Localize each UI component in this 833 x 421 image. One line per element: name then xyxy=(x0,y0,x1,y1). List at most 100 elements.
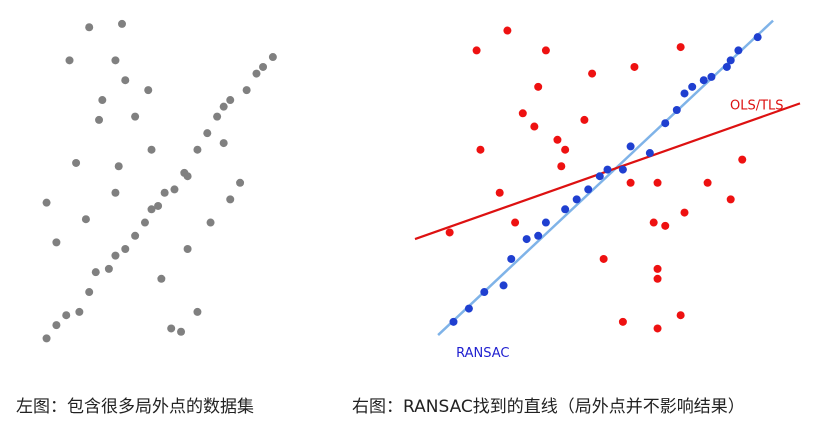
data-point xyxy=(726,195,735,204)
data-point xyxy=(499,281,508,290)
data-point xyxy=(676,43,685,52)
data-point xyxy=(52,321,61,330)
right-caption: 右图：RANSAC找到的直线（局外点并不影响结果） xyxy=(352,397,745,417)
data-point xyxy=(518,109,527,118)
data-point xyxy=(630,62,639,71)
data-point xyxy=(226,96,235,105)
data-point xyxy=(476,145,485,154)
data-point xyxy=(183,172,192,181)
data-point xyxy=(522,235,531,244)
data-point xyxy=(618,165,627,174)
data-point xyxy=(72,158,81,167)
data-point xyxy=(541,46,550,55)
data-point xyxy=(131,231,140,240)
data-point xyxy=(599,254,608,263)
data-point xyxy=(661,221,670,230)
right-scatter-panel: RANSAC OLS/TLS xyxy=(414,19,801,361)
data-point xyxy=(480,288,489,297)
data-point xyxy=(219,102,228,111)
left-scatter-panel xyxy=(42,19,277,343)
data-point xyxy=(618,317,627,326)
data-point xyxy=(213,112,222,121)
data-point xyxy=(584,185,593,194)
data-point xyxy=(259,62,268,71)
data-point xyxy=(503,26,512,35)
data-point xyxy=(645,149,654,158)
data-point xyxy=(219,139,228,148)
data-point xyxy=(753,33,762,42)
data-point xyxy=(226,195,235,204)
data-point xyxy=(91,268,100,277)
data-point xyxy=(653,264,662,273)
data-point xyxy=(154,201,163,210)
data-point xyxy=(52,238,61,247)
data-point xyxy=(42,198,51,207)
data-point xyxy=(445,228,454,237)
data-point xyxy=(734,46,743,55)
data-point xyxy=(661,119,670,128)
data-point xyxy=(236,178,245,187)
data-point xyxy=(541,218,550,227)
data-point xyxy=(472,46,481,55)
data-point xyxy=(42,334,51,343)
data-point xyxy=(561,205,570,214)
data-point xyxy=(65,56,74,65)
data-point xyxy=(144,86,153,95)
data-point xyxy=(557,162,566,171)
data-point xyxy=(722,62,731,71)
data-point xyxy=(561,145,570,154)
data-point xyxy=(170,185,179,194)
data-point xyxy=(98,96,107,105)
data-point xyxy=(75,307,84,316)
data-point xyxy=(203,129,212,138)
data-point xyxy=(680,208,689,217)
data-point xyxy=(114,162,123,171)
data-point xyxy=(111,188,120,197)
data-point xyxy=(495,188,504,197)
data-point xyxy=(95,115,104,124)
data-point xyxy=(726,56,735,65)
data-point xyxy=(85,23,94,32)
data-point xyxy=(177,327,186,336)
left-caption: 左图：包含很多局外点的数据集 xyxy=(16,397,254,417)
data-point xyxy=(85,288,94,297)
data-point xyxy=(193,307,202,316)
ols-tls-line-label: OLS/TLS xyxy=(730,98,784,113)
data-point xyxy=(268,53,277,62)
data-point xyxy=(680,89,689,98)
data-point xyxy=(511,218,520,227)
data-point xyxy=(242,86,251,95)
data-point xyxy=(464,304,473,313)
data-point xyxy=(160,188,169,197)
data-point xyxy=(147,145,156,154)
data-point xyxy=(688,82,697,91)
data-point xyxy=(534,231,543,240)
data-point xyxy=(81,215,90,224)
data-point xyxy=(588,69,597,78)
data-point xyxy=(626,178,635,187)
data-point xyxy=(699,76,708,85)
data-point xyxy=(672,105,681,114)
data-point xyxy=(111,56,120,65)
data-point xyxy=(62,311,71,320)
data-point xyxy=(572,195,581,204)
ransac-fit-line xyxy=(437,19,774,336)
data-point xyxy=(104,264,113,273)
data-point xyxy=(121,76,130,85)
data-point xyxy=(167,324,176,333)
data-point xyxy=(530,122,539,131)
ransac-line-label: RANSAC xyxy=(456,346,509,361)
data-point xyxy=(183,245,192,254)
data-point xyxy=(676,311,685,320)
data-point xyxy=(580,115,589,124)
data-point xyxy=(707,72,716,81)
data-point xyxy=(626,142,635,151)
data-point xyxy=(507,254,516,263)
data-point xyxy=(206,218,215,227)
data-point xyxy=(131,112,140,121)
data-point xyxy=(603,165,612,174)
data-point xyxy=(121,245,130,254)
data-point xyxy=(118,19,126,28)
data-point xyxy=(449,317,458,326)
